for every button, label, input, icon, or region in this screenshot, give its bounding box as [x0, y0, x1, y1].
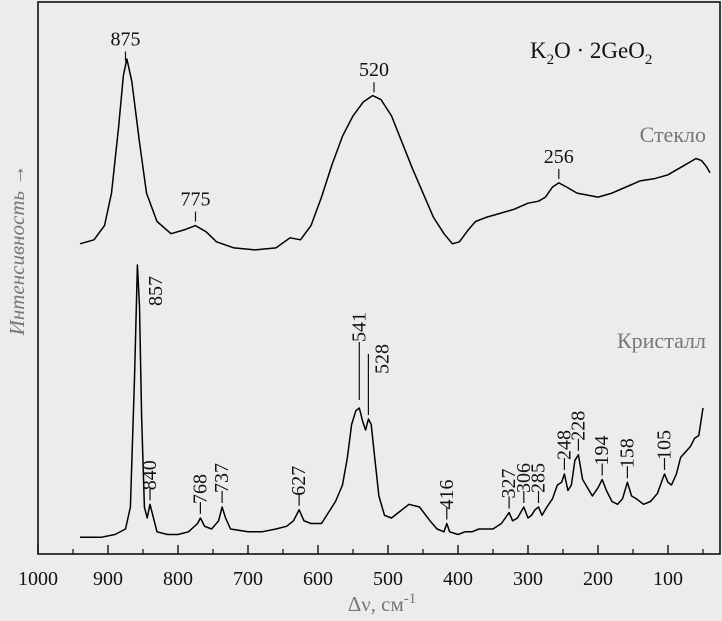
- crystal-peak-label-194: 194: [591, 436, 613, 466]
- chart-title-part-k: K: [530, 38, 547, 63]
- series-label-glass: Стекло: [640, 122, 706, 147]
- x-axis-ticks: 1000 900 800 700 600 500 400 300 200 100: [18, 545, 704, 590]
- chart-title: K2O · 2GeO2: [530, 38, 652, 68]
- crystal-peak-label-768: 768: [189, 474, 211, 504]
- glass-peak-label-875: 875: [111, 29, 141, 51]
- series-label-crystal: Кристалл: [617, 328, 706, 353]
- y-axis-label: Интенсивность →: [5, 165, 29, 337]
- x-tick-label-700: 700: [233, 568, 263, 590]
- crystal-peak-label-327: 327: [498, 469, 520, 499]
- x-tick-label-600: 600: [303, 568, 333, 590]
- crystal-peak-label-416: 416: [436, 480, 458, 510]
- crystal-peak-label-627: 627: [288, 466, 310, 496]
- series-layer: [79, 58, 711, 539]
- crystal-peak-label-840: 840: [139, 460, 161, 490]
- crystal-peak-label-158: 158: [616, 438, 638, 468]
- x-tick-label-100: 100: [653, 568, 683, 590]
- crystal-peak-label-541: 541: [348, 312, 370, 342]
- chart-title-sub-1: 2: [547, 52, 555, 68]
- x-axis-label-exponent: -1: [404, 591, 417, 607]
- series-line-crystal: [80, 264, 704, 539]
- crystal-peak-label-857: 857: [145, 276, 167, 306]
- crystal-peak-label-285: 285: [528, 463, 550, 493]
- glass-peak-label-775: 775: [181, 189, 211, 211]
- x-tick-label-400: 400: [443, 568, 473, 590]
- x-tick-label-200: 200: [583, 568, 613, 590]
- x-axis-label-main: Δν, см: [348, 592, 404, 616]
- series-line-glass: [79, 58, 711, 251]
- glass-peak-label-520: 520: [359, 59, 389, 81]
- crystal-peak-label-737: 737: [211, 463, 233, 493]
- x-tick-label-1000: 1000: [18, 568, 58, 590]
- crystal-peak-label-105: 105: [654, 430, 676, 460]
- chart-title-sub-2: 2: [645, 52, 653, 68]
- glass-peak-label-256: 256: [544, 146, 574, 168]
- x-tick-label-500: 500: [373, 568, 403, 590]
- x-tick-label-800: 800: [163, 568, 193, 590]
- x-tick-label-900: 900: [93, 568, 123, 590]
- x-tick-label-300: 300: [513, 568, 543, 590]
- crystal-peak-label-528: 528: [371, 344, 393, 374]
- crystal-peak-label-306: 306: [513, 463, 535, 493]
- crystal-peak-label-228: 228: [567, 411, 589, 441]
- x-axis-label: Δν, см-1: [348, 591, 417, 616]
- plot-frame: [37, 1, 721, 555]
- chart-title-part-mid: O · 2GeO: [554, 38, 645, 63]
- crystal-peak-label-248: 248: [553, 430, 575, 460]
